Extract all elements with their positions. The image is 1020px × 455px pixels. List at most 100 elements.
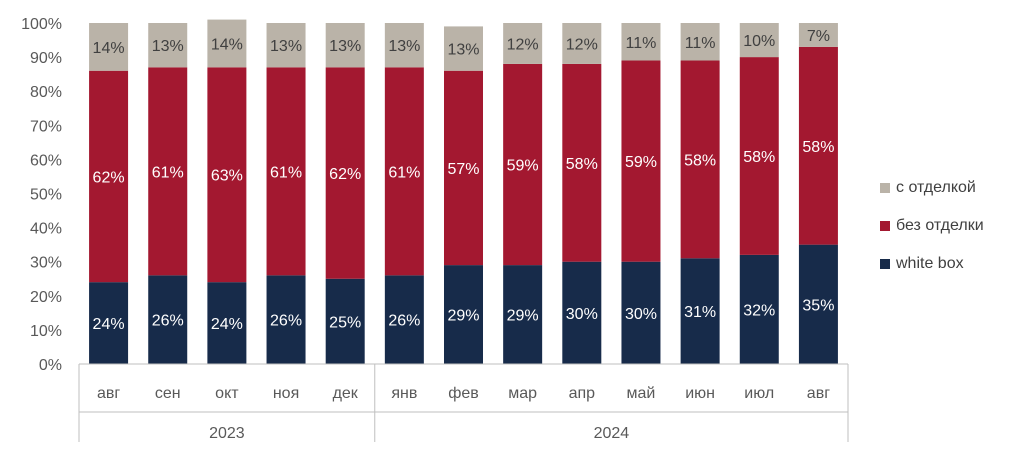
data-label: 11% xyxy=(626,35,657,52)
data-label: 13% xyxy=(447,42,479,59)
data-label: 10% xyxy=(743,33,775,50)
bar-segment xyxy=(680,60,720,259)
data-label: 32% xyxy=(743,302,775,319)
bar-segment xyxy=(444,26,483,71)
data-label: 61% xyxy=(152,164,184,181)
data-label: 26% xyxy=(270,313,302,330)
x-tick-label: авг xyxy=(97,385,120,402)
data-label: 63% xyxy=(211,168,243,185)
group-label: 2023 xyxy=(209,425,245,442)
bar-segment xyxy=(444,265,483,364)
x-tick-label: окт xyxy=(215,385,239,402)
data-label: 26% xyxy=(388,313,420,330)
bar-segment xyxy=(680,23,720,61)
bar-segment xyxy=(325,23,365,68)
bar-segment xyxy=(384,67,424,276)
data-label: 62% xyxy=(93,169,125,186)
bar-segment xyxy=(798,244,838,364)
bar-segment xyxy=(798,23,838,47)
data-label: 13% xyxy=(152,38,184,55)
data-label: 30% xyxy=(566,306,598,323)
bar-segment xyxy=(148,67,188,276)
data-label: 59% xyxy=(507,158,539,175)
x-tick-label: июн xyxy=(685,385,715,402)
data-label: 7% xyxy=(807,28,830,45)
bar-segment xyxy=(503,63,543,266)
y-tick-label: 100% xyxy=(21,16,62,33)
bar-segment xyxy=(89,282,129,364)
data-label: 29% xyxy=(507,308,539,325)
bar-segment xyxy=(621,60,661,262)
bar-segment xyxy=(739,23,779,58)
data-label: 25% xyxy=(329,314,361,331)
bar-segment xyxy=(384,275,424,364)
bar-segment xyxy=(562,261,602,364)
bar-segment xyxy=(207,282,247,364)
data-label: 62% xyxy=(329,166,361,183)
x-tick-label: сен xyxy=(155,385,181,402)
legend-item-s-otdelkoy: с отделкой xyxy=(880,178,984,198)
legend-label: без отделки xyxy=(896,217,984,234)
x-tick-label: ноя xyxy=(273,385,299,402)
data-label: 30% xyxy=(625,306,657,323)
legend-label: white box xyxy=(896,255,964,272)
bar-segment xyxy=(266,275,306,364)
x-tick-label: мар xyxy=(508,385,537,402)
bar-segment xyxy=(325,278,365,364)
bar-segment xyxy=(503,23,543,64)
bar-segment xyxy=(266,23,306,68)
y-tick-label: 90% xyxy=(30,50,62,67)
bar-segment xyxy=(798,46,838,245)
data-label: 13% xyxy=(329,38,361,55)
bar-segment xyxy=(680,258,720,364)
chart-legend: с отделкой без отделки white box xyxy=(880,178,984,292)
data-label: 29% xyxy=(447,308,479,325)
bar-segment xyxy=(148,275,188,364)
x-tick-label: май xyxy=(627,385,656,402)
data-label: 31% xyxy=(684,304,716,321)
data-label: 26% xyxy=(152,313,184,330)
x-tick-label: янв xyxy=(391,385,417,402)
legend-swatch xyxy=(880,259,890,269)
bar-segment xyxy=(325,67,365,279)
x-tick-label: июл xyxy=(744,385,774,402)
data-label: 14% xyxy=(211,36,243,53)
data-label: 24% xyxy=(211,316,243,333)
y-tick-label: 10% xyxy=(30,323,62,340)
x-tick-label: авг xyxy=(807,385,830,402)
bar-segment xyxy=(207,19,247,68)
x-tick-label: апр xyxy=(569,385,596,402)
data-label: 58% xyxy=(684,152,716,169)
data-label: 57% xyxy=(447,161,479,178)
legend-item-white-box: white box xyxy=(880,254,984,274)
data-label: 35% xyxy=(802,297,834,314)
data-label: 59% xyxy=(625,154,657,171)
y-tick-label: 20% xyxy=(30,289,62,306)
bar-segment xyxy=(89,70,129,283)
x-tick-label: дек xyxy=(333,385,359,402)
data-label: 58% xyxy=(802,139,834,156)
data-label: 58% xyxy=(743,149,775,166)
bar-segment xyxy=(621,23,661,61)
legend-item-bez-otdelki: без отделки xyxy=(880,216,984,236)
bar-segment xyxy=(503,265,543,364)
bar-segment xyxy=(739,254,779,364)
x-tick-label: фев xyxy=(448,385,479,402)
bar-segment xyxy=(89,23,129,71)
bar-segment xyxy=(739,57,779,255)
y-tick-label: 70% xyxy=(30,118,62,135)
data-label: 14% xyxy=(93,40,125,57)
data-label: 61% xyxy=(388,164,420,181)
bar-segment xyxy=(148,23,188,68)
data-label: 13% xyxy=(270,38,302,55)
y-tick-label: 30% xyxy=(30,255,62,272)
bar-segment xyxy=(621,261,661,364)
y-tick-label: 80% xyxy=(30,84,62,101)
bar-segment xyxy=(207,67,247,283)
group-label: 2024 xyxy=(594,425,630,442)
data-label: 12% xyxy=(566,36,598,53)
data-label: 58% xyxy=(566,156,598,173)
data-label: 11% xyxy=(685,35,716,52)
y-tick-label: 40% xyxy=(30,221,62,238)
